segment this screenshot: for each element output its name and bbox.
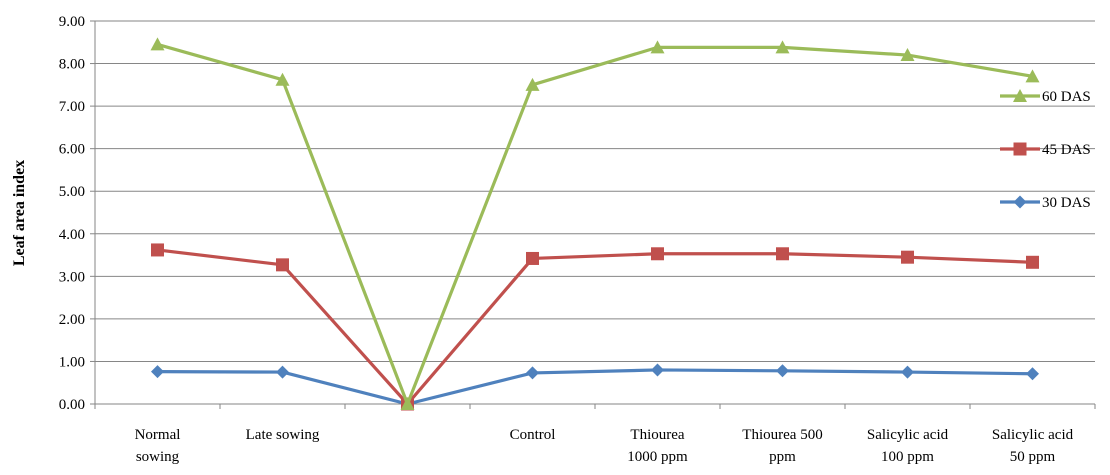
data-point [151,243,164,257]
y-axis-title: Leaf area index [11,160,28,266]
data-point [276,258,289,272]
x-category-label: Salicylic acid 100 ppm [867,427,949,465]
data-point [275,72,290,86]
y-tick-label: 6.00 [59,142,85,158]
y-tick-label: 7.00 [59,99,85,115]
legend-label: 30 DAS [1042,195,1091,211]
legend-marker [1013,142,1027,156]
x-category-label: Late sowing [246,427,320,443]
x-category-label: Thiourea 500 ppm [742,427,822,465]
data-point [901,250,914,264]
x-category-labels: Normal sowing Late sowing Control Thiourea 10… [135,427,1074,465]
y-tick-label: 3.00 [59,269,85,285]
x-category-label: Salicylic acid 50 ppm [992,427,1074,465]
data-point [776,247,789,261]
data-point [1026,367,1039,381]
y-tick-label: 1.00 [59,354,85,370]
data-point [151,365,164,379]
data-point [1026,255,1039,269]
data-point [775,40,790,54]
data-point [526,251,539,265]
data-point [525,77,540,91]
data-point [150,37,165,51]
data-point [526,366,539,380]
series-line [157,368,1033,406]
legend-marker [1013,195,1027,209]
y-tick-labels: 0.00 1.00 2.00 3.00 4.00 5.00 6.00 7.00 8.00 9.00 [59,14,85,413]
series-line [157,42,1033,406]
grid-lines [95,20,1095,362]
legend-label: 45 DAS [1042,142,1091,158]
data-point [900,48,915,62]
y-tick-label: 0.00 [59,397,85,413]
data-point [901,365,914,379]
legend-label: 60 DAS [1042,89,1091,105]
legend-marker [1013,89,1027,102]
data-point [651,247,664,261]
data-point [651,363,664,377]
data-point [1025,69,1040,83]
data-point [776,364,789,378]
series-line [157,248,1033,406]
y-tick-label: 5.00 [59,184,85,200]
y-tick-label: 2.00 [59,312,85,328]
data-point [650,40,665,54]
axes [90,20,1096,409]
series [150,37,1040,411]
data-point [276,365,289,379]
x-category-label: Control [510,427,556,443]
data-point [400,397,415,410]
y-tick-label: 9.00 [59,14,85,30]
y-tick-label: 4.00 [59,227,85,243]
legend: 60 DAS 45 DAS 30 DAS [1000,89,1091,211]
x-category-label: Thiourea 1000 ppm [627,427,688,465]
x-category-label: Normal sowing [135,427,181,465]
y-tick-label: 8.00 [59,57,85,73]
